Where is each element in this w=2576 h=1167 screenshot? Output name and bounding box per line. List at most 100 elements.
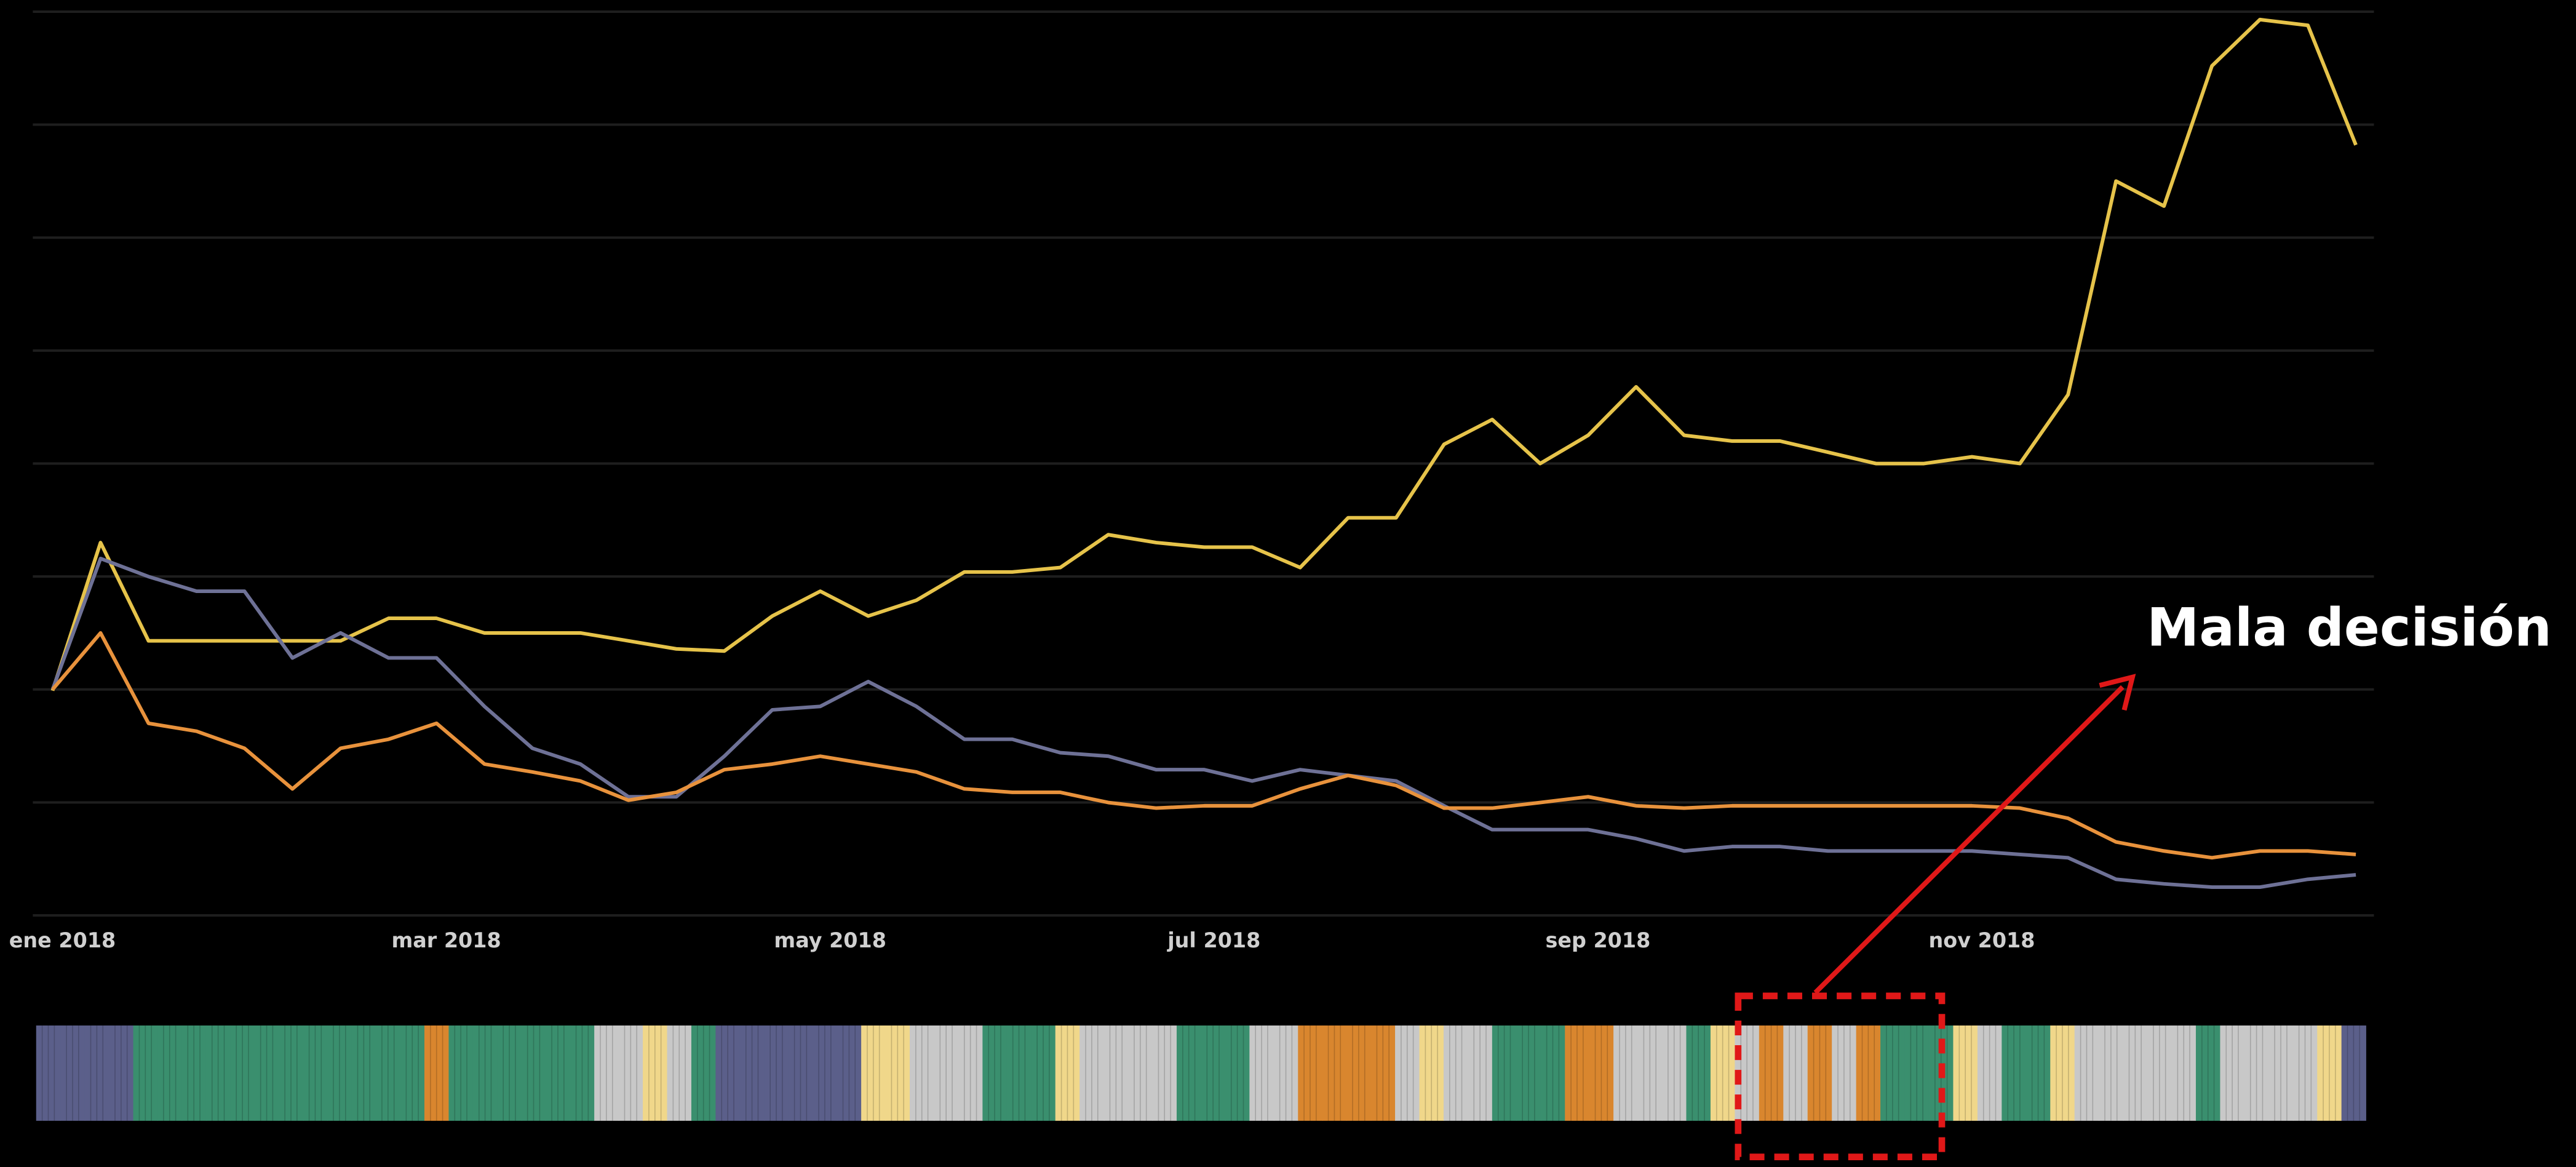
- regime-cell: [1201, 1025, 1226, 1121]
- regime-cell: [2244, 1025, 2270, 1121]
- grid: [33, 10, 2374, 917]
- regime-cell: [982, 1025, 1008, 1121]
- regime-cell: [60, 1025, 85, 1121]
- regime-cell: [1589, 1025, 1614, 1121]
- regime-cell: [1128, 1025, 1153, 1121]
- regime-cell: [2025, 1025, 2051, 1121]
- regime-cell: [1904, 1025, 1930, 1121]
- regime-cell: [2002, 1025, 2027, 1121]
- regime-cell: [2074, 1025, 2099, 1121]
- regime-cell: [1783, 1025, 1808, 1121]
- regime-cell: [1055, 1025, 1080, 1121]
- arrow-shaft: [1813, 685, 2125, 995]
- regime-cell: [279, 1025, 304, 1121]
- regime-cell: [1006, 1025, 1032, 1121]
- regime-cell: [84, 1025, 109, 1121]
- regime-cell: [570, 1025, 595, 1121]
- regime-cell: [1443, 1025, 1469, 1121]
- regime-cell: [2292, 1025, 2318, 1121]
- regime-cell: [1613, 1025, 1639, 1121]
- regime-cell: [1637, 1025, 1663, 1121]
- regime-cell: [691, 1025, 717, 1121]
- regime-cell: [1492, 1025, 1517, 1121]
- regime-cell: [1176, 1025, 1202, 1121]
- regime-cell: [2317, 1025, 2342, 1121]
- regime-cell: [1662, 1025, 1687, 1121]
- regime-cell: [1249, 1025, 1274, 1121]
- regime-cell: [1516, 1025, 1541, 1121]
- regime-cell: [1103, 1025, 1129, 1121]
- regime-cell: [1977, 1025, 2003, 1121]
- regime-cell: [934, 1025, 959, 1121]
- regime-cell: [813, 1025, 838, 1121]
- regime-cell: [667, 1025, 692, 1121]
- x-axis: ene 2018 mar 2018 may 2018 jul 2018 sep 2018…: [9, 928, 2035, 952]
- regime-cell: [1832, 1025, 1857, 1121]
- regime-cell: [424, 1025, 450, 1121]
- regime-cell: [327, 1025, 352, 1121]
- lines: [50, 17, 2358, 890]
- regime-cell: [133, 1025, 158, 1121]
- regime-cell: [1953, 1025, 1978, 1121]
- x-tick-label: nov 2018: [1929, 928, 2035, 952]
- regime-cell: [36, 1025, 62, 1121]
- regime-cell: [109, 1025, 134, 1121]
- regime-cell: [1565, 1025, 1590, 1121]
- regime-cell: [739, 1025, 765, 1121]
- regime-cell: [230, 1025, 255, 1121]
- regime-cell: [1710, 1025, 1736, 1121]
- regime-cell: [448, 1025, 474, 1121]
- regime-cell: [521, 1025, 547, 1121]
- regime-cell: [1273, 1025, 1299, 1121]
- regime-cell: [400, 1025, 425, 1121]
- regime-strip: [36, 1025, 2366, 1121]
- regime-cell: [1759, 1025, 1784, 1121]
- regime-cell: [1298, 1025, 1323, 1121]
- regime-cell: [2268, 1025, 2294, 1121]
- regime-cell: [1419, 1025, 1444, 1121]
- regime-cell: [837, 1025, 862, 1121]
- regime-cell: [618, 1025, 643, 1121]
- series-line: [50, 556, 2356, 890]
- x-tick-label: ene 2018: [9, 928, 116, 952]
- regime-cell: [715, 1025, 741, 1121]
- regime-cell: [764, 1025, 789, 1121]
- regime-cell: [254, 1025, 280, 1121]
- regime-cell: [303, 1025, 328, 1121]
- regime-cell: [2171, 1025, 2196, 1121]
- regime-cell: [1031, 1025, 1056, 1121]
- regime-cell: [1152, 1025, 1177, 1121]
- regime-cell: [497, 1025, 522, 1121]
- regime-cell: [643, 1025, 668, 1121]
- regime-cell: [1225, 1025, 1250, 1121]
- x-tick-label: may 2018: [774, 928, 886, 952]
- regime-cell: [2195, 1025, 2221, 1121]
- regime-cell: [351, 1025, 376, 1121]
- regime-cell: [1807, 1025, 1832, 1121]
- regime-cell: [910, 1025, 935, 1121]
- arrow-head: [2099, 674, 2136, 711]
- regime-cell: [2147, 1025, 2173, 1121]
- regime-cell: [1540, 1025, 1566, 1121]
- x-tick-label: mar 2018: [391, 928, 501, 952]
- regime-cell: [546, 1025, 571, 1121]
- regime-cell: [885, 1025, 910, 1121]
- regime-cell: [2123, 1025, 2148, 1121]
- regime-cell: [2099, 1025, 2124, 1121]
- regime-cell: [958, 1025, 984, 1121]
- annotation: Mala decisión: [2147, 597, 2551, 658]
- series-line: [51, 631, 2356, 860]
- regime-cell: [472, 1025, 498, 1121]
- regime-cell: [376, 1025, 401, 1121]
- regime-cell: [2050, 1025, 2075, 1121]
- regime-cell: [205, 1025, 231, 1121]
- regime-cell: [1346, 1025, 1372, 1121]
- regime-cell: [2220, 1025, 2245, 1121]
- regime-cell: [1395, 1025, 1420, 1121]
- regime-cell: [594, 1025, 619, 1121]
- regime-cell: [1880, 1025, 1906, 1121]
- regime-cell: [157, 1025, 183, 1121]
- regime-cell: [1079, 1025, 1105, 1121]
